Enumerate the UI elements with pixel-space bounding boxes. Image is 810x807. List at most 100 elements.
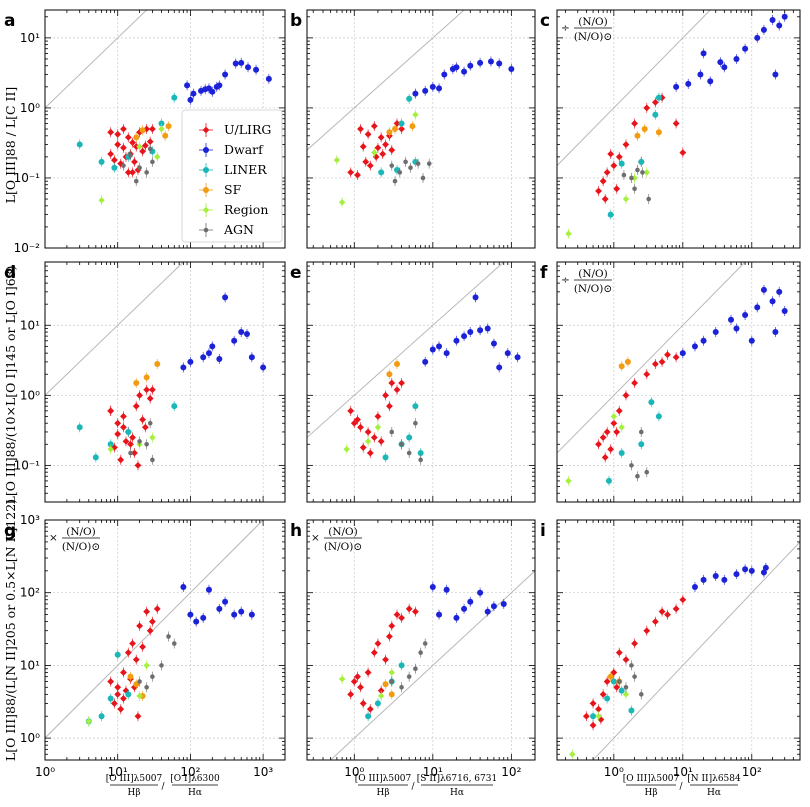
- point-h-agn-3: [413, 666, 418, 672]
- point-a-dwarf-12: [213, 83, 220, 90]
- svg-text:(N/O): (N/O): [578, 16, 608, 28]
- ticks-g: [44, 519, 286, 761]
- point-b-ulirg-12: [374, 144, 382, 152]
- point-h-region-1: [377, 692, 385, 700]
- point-c-dwarf-9: [769, 16, 776, 23]
- grid-i: [557, 520, 800, 760]
- ylabel-row2: L[O III]88/(10×L[O I]145 or L[O I]63): [3, 266, 18, 505]
- point-a-agn-5: [128, 153, 133, 158]
- point-g-sf-0: [127, 673, 134, 680]
- point-i-ulirg-3: [599, 690, 607, 698]
- point-e-agn-4: [418, 457, 423, 463]
- point-c-ulirg-1: [599, 177, 607, 185]
- one-to-one-line-c: [557, 10, 711, 167]
- panel-d: 10⁻¹ 10⁰ 10¹ d: [4, 261, 286, 503]
- point-c-dwarf-13: [700, 50, 707, 57]
- point-f-ulirg-11: [607, 445, 615, 453]
- point-g-agn-0: [137, 679, 142, 684]
- point-h-dwarf-6: [477, 589, 484, 596]
- svg-text:Hβ: Hβ: [127, 788, 140, 798]
- point-a-ulirg-15: [146, 138, 154, 146]
- point-b-dwarf-12: [449, 65, 456, 72]
- point-c-dwarf-1: [685, 80, 692, 87]
- point-i-ulirg-11: [664, 611, 671, 618]
- ylabel-row3: L[O III]88/(L[N II]205 or 0.5×L[N II]122…: [3, 499, 18, 761]
- point-g-dwarf-9: [193, 618, 200, 625]
- point-g-ulirg-0: [107, 678, 115, 685]
- point-d-dwarf-3: [205, 350, 212, 357]
- point-a-ulirg-5: [132, 143, 140, 151]
- point-c-dwarf-6: [742, 45, 749, 52]
- point-i-agn-1: [623, 684, 629, 690]
- point-f-ulirg-0: [595, 440, 602, 448]
- point-d-dwarf-5: [222, 294, 229, 301]
- point-e-dwarf-2: [436, 343, 443, 350]
- point-f-liner-3: [655, 413, 662, 420]
- point-i-ulirg-15: [613, 683, 621, 691]
- point-i-ulirg-10: [651, 618, 659, 626]
- point-a-agn-1: [137, 165, 142, 171]
- point-d-agn-2: [144, 441, 149, 447]
- point-d-ulirg-9: [117, 456, 125, 464]
- point-d-liner-4: [171, 403, 178, 410]
- point-d-ulirg-13: [120, 423, 127, 431]
- point-g-ulirg-7: [143, 608, 151, 615]
- panel-label-d: d: [4, 263, 16, 283]
- point-d-dwarf-6: [231, 337, 238, 344]
- ytick-label-a-0: 10⁻²: [14, 241, 41, 255]
- point-h-agn-0: [389, 679, 395, 684]
- point-d-dwarf-8: [243, 331, 250, 338]
- point-b-sf-0: [386, 129, 393, 136]
- point-a-agn-6: [147, 146, 153, 152]
- point-d-dwarf-11: [209, 343, 216, 350]
- point-b-ulirg-14: [359, 143, 367, 151]
- legend-marker-ulirg: [202, 126, 210, 134]
- point-d-dwarf-7: [238, 329, 245, 336]
- point-b-agn-5: [420, 175, 426, 181]
- point-i-ulirg-2: [595, 705, 602, 713]
- point-b-liner-0: [378, 169, 385, 176]
- point-e-agn-1: [399, 441, 404, 447]
- point-e-dwarf-10: [496, 364, 503, 371]
- point-e-dwarf-1: [429, 346, 436, 353]
- point-d-dwarf-9: [248, 354, 255, 361]
- point-b-region-3: [412, 111, 419, 118]
- point-g-ulirg-16: [146, 627, 154, 635]
- panel-label-a: a: [4, 11, 15, 31]
- point-c-agn-4: [646, 196, 651, 202]
- point-c-agn-1: [629, 175, 634, 181]
- point-d-ulirg-7: [143, 386, 151, 394]
- point-h-ulirg-1: [357, 683, 364, 691]
- point-h-liner-0: [365, 713, 372, 720]
- xlabel-col3: [O III]λ5007 Hβ / [N II]λ6584 Hα: [623, 774, 741, 798]
- grid-e: [307, 262, 535, 502]
- ytick-label-d-1: 10⁰: [20, 388, 40, 402]
- point-c-dwarf-5: [733, 55, 740, 62]
- point-e-ulirg-10: [347, 407, 355, 415]
- point-i-liner-0: [590, 713, 597, 720]
- xtick-label-h-0: 10⁰: [344, 765, 364, 779]
- frame-h: [306, 519, 536, 761]
- legend-marker-dwarf: [203, 147, 209, 153]
- point-d-liner-1: [92, 454, 99, 461]
- point-i-region-1: [595, 713, 602, 720]
- point-e-dwarf-7: [472, 294, 479, 301]
- point-b-agn-2: [403, 159, 408, 165]
- point-c-sf-1: [641, 126, 648, 132]
- point-c-ulirg-13: [672, 120, 680, 127]
- point-b-dwarf-10: [461, 68, 468, 75]
- point-a-sf-1: [139, 127, 146, 134]
- legend: U/LIRG Dwarf LINER SF Region AGN: [181, 109, 283, 243]
- svg-text:Hα: Hα: [188, 788, 202, 798]
- point-d-agn-1: [137, 439, 142, 444]
- point-g-liner-2: [107, 695, 114, 702]
- ytick-label-d-0: 10⁻¹: [14, 458, 41, 472]
- ytick-label-a-3: 10¹: [20, 31, 40, 45]
- points-e: [343, 292, 521, 465]
- point-h-sf-1: [388, 691, 395, 698]
- point-b-dwarf-7: [487, 58, 494, 65]
- svg-text:(N/O)⊙: (N/O)⊙: [574, 283, 612, 295]
- point-f-dwarf-5: [733, 325, 740, 332]
- point-f-dwarf-8: [760, 286, 767, 293]
- point-i-liner-1: [604, 695, 611, 702]
